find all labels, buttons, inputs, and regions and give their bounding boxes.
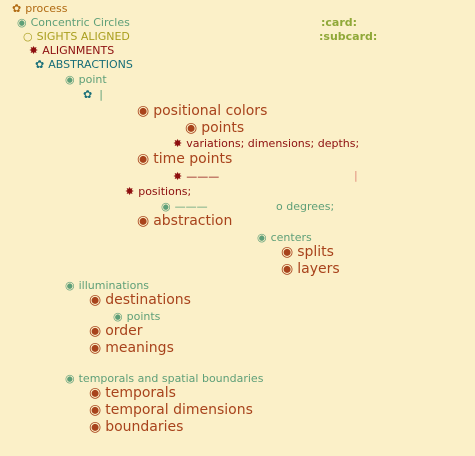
node-label: layers [297, 261, 340, 277]
node-temporals[interactable]: ◉ temporals [89, 386, 176, 400]
burst-icon: ✸ [125, 185, 135, 198]
node-label: centers [270, 231, 312, 244]
node-label: destinations [105, 292, 191, 308]
node-label: temporals and spatial boundaries [78, 372, 264, 385]
node-dash-1[interactable]: ✸ ——— [173, 171, 219, 182]
circle-dot-icon: ◉ [137, 103, 150, 119]
node-positions[interactable]: ✸ positions; [125, 186, 191, 197]
node-degrees[interactable]: o degrees; [276, 200, 335, 213]
flower-icon: ✿ [12, 2, 22, 15]
node-concentric-circles[interactable]: ◉ Concentric Circles [17, 17, 130, 28]
node-meanings[interactable]: ◉ meanings [89, 341, 174, 355]
node-label: variations; dimensions; depths; [186, 137, 360, 150]
node-label: boundaries [105, 419, 184, 435]
node-points[interactable]: ◉ points [185, 121, 244, 135]
node-label: order [105, 323, 143, 339]
circle-dot-icon: ◉ [65, 372, 75, 385]
node-illuminations[interactable]: ◉ illuminations [65, 280, 149, 291]
node-label: ——— [186, 170, 220, 183]
node-label: time points [153, 151, 233, 167]
circle-dot-icon: ◉ [281, 244, 294, 260]
node-positional-colors[interactable]: ◉ positional colors [137, 104, 267, 118]
circle-dot-icon: ◉ [65, 73, 75, 86]
burst-icon: ✸ [29, 44, 39, 57]
card-tag: :card: [321, 16, 358, 29]
node-label: point [78, 73, 107, 86]
flower-icon: ✿ [83, 88, 93, 101]
circle-dot-icon: ◉ [89, 402, 102, 418]
node-splits[interactable]: ◉ splits [281, 245, 334, 259]
flower-icon: ✿ [35, 58, 45, 71]
circle-dot-icon: ◉ [89, 340, 102, 356]
node-label: temporals [105, 385, 176, 401]
node-layers[interactable]: ◉ layers [281, 262, 340, 276]
circle-dot-icon: ◉ [89, 323, 102, 339]
node-label: illuminations [78, 279, 150, 292]
node-label: SIGHTS ALIGNED [36, 30, 130, 43]
node-point[interactable]: ◉ point [65, 74, 107, 85]
node-centers[interactable]: ◉ centers [257, 232, 312, 243]
node-label: abstraction [153, 213, 233, 229]
node-dash-2[interactable]: ◉ ——— [161, 201, 208, 212]
node-variations[interactable]: ✸ variations; dimensions; depths; [173, 138, 359, 149]
burst-icon: ✸ [173, 170, 183, 183]
circle-open-icon: ○ [23, 30, 33, 43]
node-label: positional colors [153, 103, 268, 119]
circle-dot-icon: ◉ [161, 200, 171, 213]
vertical-bar: | [354, 169, 358, 182]
circle-dot-icon: ◉ [281, 261, 294, 277]
circle-dot-icon: ◉ [185, 120, 198, 136]
node-label: temporal dimensions [105, 402, 253, 418]
node-label: meanings [105, 340, 174, 356]
node-boundaries[interactable]: ◉ boundaries [89, 420, 183, 434]
circle-dot-icon: ◉ [89, 292, 102, 308]
circle-dot-icon: ◉ [113, 310, 123, 323]
circle-dot-icon: ◉ [137, 213, 150, 229]
circle-dot-icon: ◉ [17, 16, 27, 29]
text-cursor: | [99, 88, 103, 101]
circle-dot-icon: ◉ [257, 231, 267, 244]
node-destinations[interactable]: ◉ destinations [89, 293, 191, 307]
circle-dot-icon: ◉ [89, 419, 102, 435]
node-alignments[interactable]: ✸ ALIGNMENTS [29, 45, 114, 56]
node-abstractions[interactable]: ✿ ABSTRACTIONS [35, 59, 133, 70]
node-order[interactable]: ◉ order [89, 324, 143, 338]
node-label: points [126, 310, 161, 323]
node-time-points[interactable]: ◉ time points [137, 152, 232, 166]
node-label: positions; [138, 185, 192, 198]
node-process[interactable]: ✿ process [12, 3, 68, 14]
burst-icon: ✸ [173, 137, 183, 150]
node-abstraction[interactable]: ◉ abstraction [137, 214, 232, 228]
node-label: process [25, 2, 68, 15]
node-label: points [201, 120, 245, 136]
node-editing[interactable]: ✿ | [83, 89, 103, 100]
node-sights-aligned[interactable]: ○ SIGHTS ALIGNED [23, 31, 130, 42]
subcard-tag: :subcard: [319, 30, 378, 43]
node-label: Concentric Circles [30, 16, 130, 29]
node-label: ALIGNMENTS [42, 44, 115, 57]
circle-dot-icon: ◉ [89, 385, 102, 401]
node-points-2[interactable]: ◉ points [113, 311, 160, 322]
circle-dot-icon: ◉ [65, 279, 75, 292]
node-label: ——— [174, 200, 208, 213]
node-temporals-spatial[interactable]: ◉ temporals and spatial boundaries [65, 373, 263, 384]
node-temporal-dimensions[interactable]: ◉ temporal dimensions [89, 403, 253, 417]
node-label: ABSTRACTIONS [48, 58, 133, 71]
circle-dot-icon: ◉ [137, 151, 150, 167]
node-label: splits [297, 244, 334, 260]
